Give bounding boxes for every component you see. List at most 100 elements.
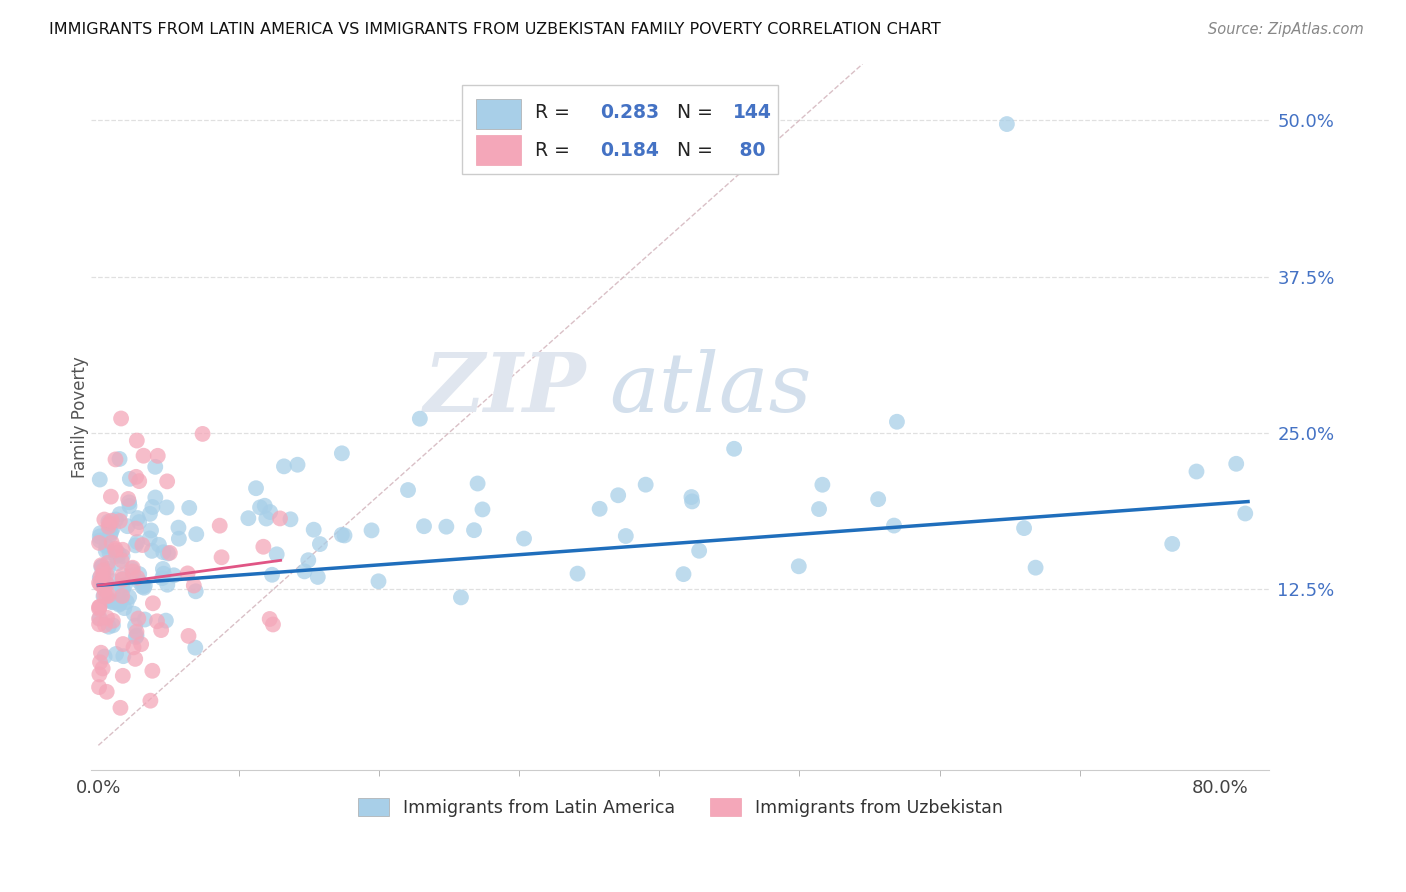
Point — [513, 532, 536, 546]
Point — [367, 574, 389, 589]
Point — [108, 452, 131, 467]
Point — [110, 701, 132, 715]
Point — [211, 550, 233, 565]
Point — [152, 566, 174, 581]
Point — [139, 507, 162, 521]
Point — [111, 568, 134, 582]
Point — [89, 529, 111, 543]
Point — [111, 572, 134, 586]
Point — [112, 649, 135, 664]
Point — [94, 618, 117, 632]
Point — [111, 579, 134, 593]
Point — [463, 523, 485, 537]
Point — [97, 515, 120, 529]
Point — [93, 582, 115, 596]
Point — [97, 588, 120, 602]
Point — [128, 574, 150, 589]
Point — [330, 446, 353, 460]
Point — [330, 527, 353, 541]
Point — [152, 562, 174, 576]
Point — [100, 525, 122, 540]
Point — [90, 569, 112, 583]
Point — [249, 500, 271, 515]
Point — [886, 415, 908, 429]
Y-axis label: Family Poverty: Family Poverty — [72, 356, 89, 478]
Point — [100, 535, 122, 549]
Point — [163, 568, 186, 582]
Point — [167, 532, 190, 546]
Point — [156, 578, 179, 592]
Point — [128, 474, 150, 488]
Point — [672, 567, 695, 582]
Point — [156, 475, 179, 489]
Point — [124, 619, 146, 633]
Point — [127, 571, 149, 585]
Point — [89, 571, 111, 585]
Point — [111, 573, 134, 587]
Point — [98, 593, 121, 607]
Point — [294, 565, 316, 579]
Point — [98, 546, 121, 560]
Point — [208, 518, 231, 533]
Point — [89, 533, 111, 548]
Point — [104, 452, 127, 467]
Point — [184, 584, 207, 599]
Point — [100, 514, 122, 528]
Point — [152, 545, 174, 559]
Point — [125, 434, 148, 448]
Point — [360, 524, 382, 538]
Point — [111, 553, 134, 567]
Point — [104, 543, 127, 558]
Point — [1234, 507, 1257, 521]
Point — [1025, 560, 1047, 574]
Point — [614, 529, 637, 543]
Point — [89, 599, 111, 614]
Point — [254, 511, 277, 525]
Text: atlas: atlas — [610, 349, 811, 429]
Point — [111, 549, 134, 563]
Point — [89, 526, 111, 541]
Text: Source: ZipAtlas.com: Source: ZipAtlas.com — [1208, 22, 1364, 37]
Point — [129, 637, 152, 651]
Point — [156, 500, 179, 515]
Point — [287, 458, 309, 472]
Point — [93, 567, 115, 582]
Point — [111, 542, 134, 557]
Point — [787, 559, 810, 574]
Point — [333, 528, 356, 542]
Point — [125, 624, 148, 639]
Point — [186, 527, 208, 541]
Point — [1225, 457, 1247, 471]
Point — [104, 549, 127, 563]
Point — [607, 488, 630, 502]
Point — [1012, 521, 1035, 535]
Point — [132, 581, 155, 595]
Point — [413, 519, 436, 533]
Point — [87, 600, 110, 615]
Point — [100, 490, 122, 504]
Point — [124, 538, 146, 552]
Point — [87, 575, 110, 590]
Point — [93, 564, 115, 578]
Point — [101, 521, 124, 535]
Point — [868, 492, 890, 507]
Point — [87, 601, 110, 615]
Point — [91, 661, 114, 675]
Point — [90, 646, 112, 660]
Point — [94, 544, 117, 558]
Point — [103, 574, 125, 588]
Point — [117, 519, 139, 533]
Text: N =: N = — [676, 141, 718, 160]
Text: N =: N = — [676, 103, 718, 121]
Bar — [477, 99, 522, 129]
Point — [139, 694, 162, 708]
Point — [93, 589, 115, 603]
Point — [127, 611, 149, 625]
Point — [96, 567, 118, 582]
Point — [110, 593, 132, 607]
Point — [97, 556, 120, 570]
Point — [114, 578, 136, 592]
Point — [122, 640, 145, 655]
Point — [434, 519, 457, 533]
Point — [128, 515, 150, 529]
